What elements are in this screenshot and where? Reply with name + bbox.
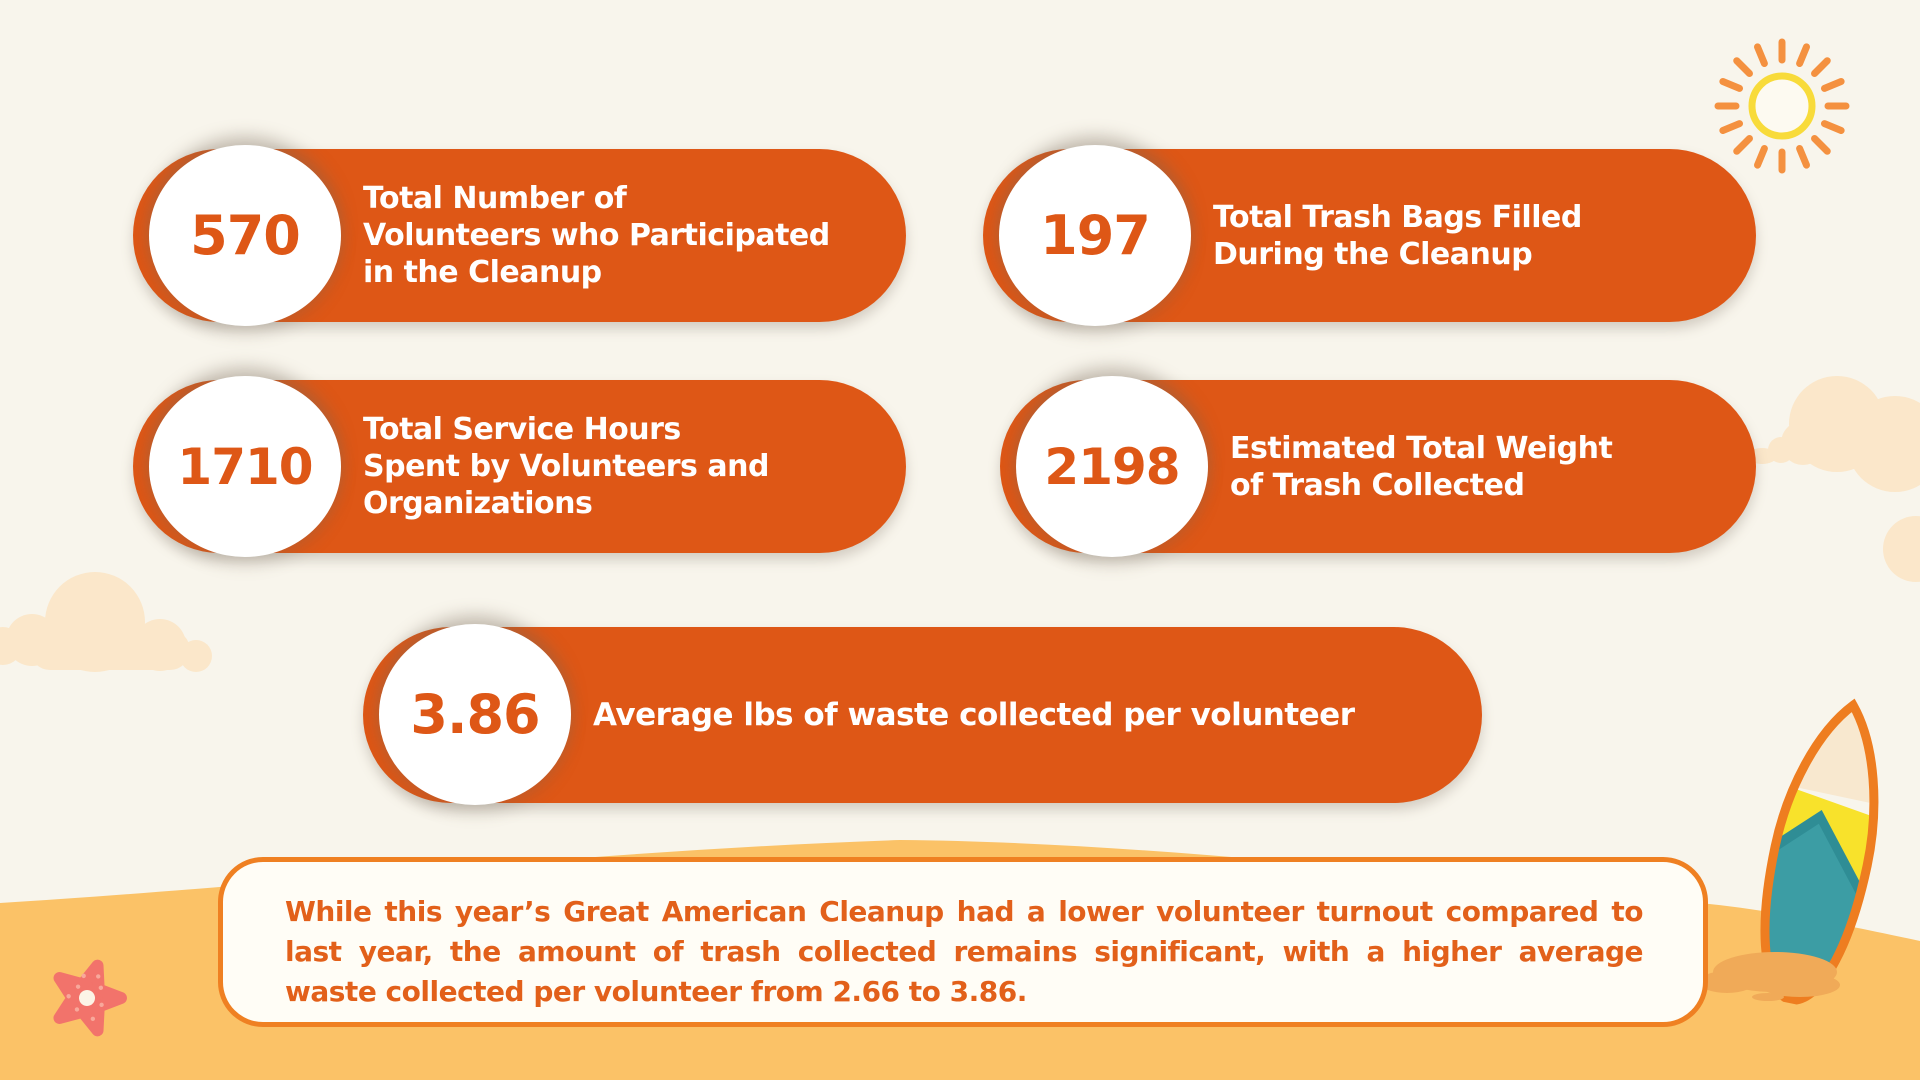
stat-circle-trash-weight: 2198 bbox=[1016, 376, 1208, 557]
stat-pill-average-waste: 3.86 Average lbs of waste collected per … bbox=[363, 624, 1482, 805]
stat-pill-service-hours: 1710 Total Service Hours Spent by Volunt… bbox=[133, 376, 906, 557]
summary-note-line: waste collected per volunteer from 2.66 … bbox=[285, 975, 1027, 1008]
stat-circle-trash-bags: 197 bbox=[999, 145, 1191, 326]
summary-note-box: While this year’s Great American Cleanup… bbox=[218, 857, 1708, 1027]
stat-circle-service-hours: 1710 bbox=[149, 376, 341, 557]
stat-value-service-hours: 1710 bbox=[177, 437, 313, 496]
stat-label-trash-bags: Total Trash Bags Filled During the Clean… bbox=[1213, 199, 1582, 272]
stat-label-service-hours: Total Service Hours Spent by Volunteers … bbox=[363, 412, 769, 521]
cloud-left-icon bbox=[0, 572, 212, 672]
stat-pill-volunteers: 570 Total Number of Volunteers who Parti… bbox=[133, 145, 906, 326]
stat-value-trash-weight: 2198 bbox=[1044, 437, 1180, 496]
stat-value-trash-bags: 197 bbox=[1040, 204, 1151, 267]
stat-circle-average-waste: 3.86 bbox=[379, 624, 571, 805]
stat-value-average-waste: 3.86 bbox=[410, 683, 540, 746]
sand-mound bbox=[1699, 952, 1840, 1001]
stat-label-average-waste: Average lbs of waste collected per volun… bbox=[593, 696, 1355, 733]
stat-label-volunteers: Total Number of Volunteers who Participa… bbox=[363, 181, 830, 290]
summary-note-line: While this year’s Great American Cleanup… bbox=[285, 895, 1644, 928]
summary-note-line: last year, the amount of trash collected… bbox=[285, 935, 1644, 968]
stat-label-trash-weight: Estimated Total Weight of Trash Collecte… bbox=[1230, 430, 1613, 503]
stat-pill-trash-weight: 2198 Estimated Total Weight of Trash Col… bbox=[1000, 376, 1756, 557]
stat-circle-volunteers: 570 bbox=[149, 145, 341, 326]
cloud-right-icon bbox=[1747, 376, 1920, 582]
sun-icon bbox=[1714, 38, 1850, 174]
stat-pill-trash-bags: 197 Total Trash Bags Filled During the C… bbox=[983, 145, 1756, 326]
starfish-icon bbox=[53, 959, 127, 1037]
stat-value-volunteers: 570 bbox=[190, 204, 301, 267]
